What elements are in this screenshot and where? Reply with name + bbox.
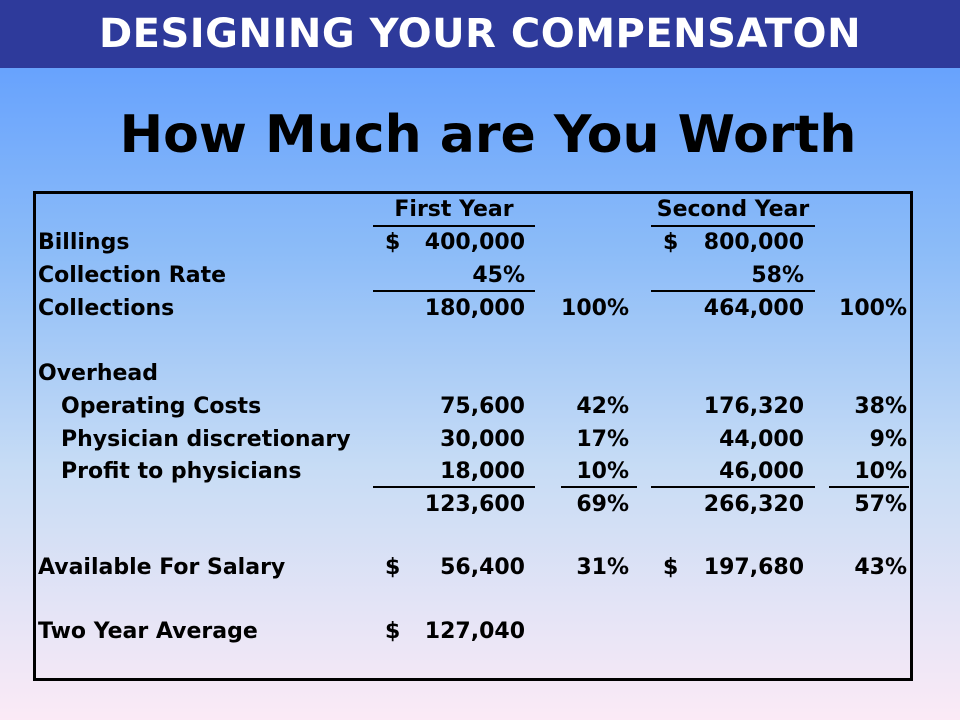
cell-year2: 58% xyxy=(751,263,804,288)
cell-percent-year1: 69% xyxy=(576,492,629,517)
row-label: Collection Rate xyxy=(38,263,227,288)
row-label: Operating Costs xyxy=(61,394,262,419)
cell-percent-year2: 43% xyxy=(854,555,907,580)
cell-percent-year2: 10% xyxy=(854,459,907,484)
column-header-first-year: First Year xyxy=(394,197,514,222)
row-label: Physician discretionary xyxy=(61,427,351,452)
dollar-sign-year1: $ xyxy=(385,230,401,255)
cell-percent-year1: 42% xyxy=(576,394,629,419)
total-rule xyxy=(373,486,535,488)
cell-year1: 400,000 xyxy=(424,230,525,255)
cell-percent-year2: 100% xyxy=(839,296,907,321)
cell-percent-year1: 17% xyxy=(576,427,629,452)
cell-year2: 176,320 xyxy=(703,394,804,419)
dollar-sign-year1: $ xyxy=(385,555,401,580)
total-rule xyxy=(829,486,909,488)
cell-year2: 46,000 xyxy=(719,459,804,484)
cell-percent-year2: 38% xyxy=(854,394,907,419)
cell-year1: 56,400 xyxy=(440,555,525,580)
cell-year1: 75,600 xyxy=(440,394,525,419)
cell-percent-year1: 100% xyxy=(561,296,629,321)
total-rule xyxy=(651,486,815,488)
cell-year1: 127,040 xyxy=(424,619,525,644)
title-banner: DESIGNING YOUR COMPENSATON xyxy=(0,0,960,68)
page-title: How Much are You Worth xyxy=(119,105,857,165)
cell-year1: 123,600 xyxy=(424,492,525,517)
row-label: Available For Salary xyxy=(38,555,286,580)
cell-year2: 44,000 xyxy=(719,427,804,452)
total-rule xyxy=(651,290,815,292)
cell-percent-year2: 9% xyxy=(869,427,907,452)
column-header-second-year: Second Year xyxy=(656,197,810,222)
cell-year1: 18,000 xyxy=(440,459,525,484)
header-underline-second-year xyxy=(651,225,815,227)
cell-year2: 266,320 xyxy=(703,492,804,517)
banner-title: DESIGNING YOUR COMPENSATON xyxy=(98,11,862,57)
cell-percent-year1: 31% xyxy=(576,555,629,580)
header-underline-first-year xyxy=(373,225,535,227)
row-label: Overhead xyxy=(38,361,158,386)
total-rule xyxy=(561,486,637,488)
row-label: Profit to physicians xyxy=(61,459,302,484)
row-label: Billings xyxy=(38,230,130,255)
cell-year1: 45% xyxy=(472,263,525,288)
row-label: Collections xyxy=(38,296,175,321)
cell-year2: 197,680 xyxy=(703,555,804,580)
compensation-table: First Year Second Year Billings $400,000 $… xyxy=(33,191,913,681)
total-rule xyxy=(373,290,535,292)
dollar-sign-year1: $ xyxy=(385,619,401,644)
row-label: Two Year Average xyxy=(38,619,258,644)
dollar-sign-year2: $ xyxy=(663,555,679,580)
cell-year1: 180,000 xyxy=(424,296,525,321)
cell-percent-year2: 57% xyxy=(854,492,907,517)
cell-year2: 800,000 xyxy=(703,230,804,255)
cell-percent-year1: 10% xyxy=(576,459,629,484)
dollar-sign-year2: $ xyxy=(663,230,679,255)
cell-year2: 464,000 xyxy=(703,296,804,321)
cell-year1: 30,000 xyxy=(440,427,525,452)
